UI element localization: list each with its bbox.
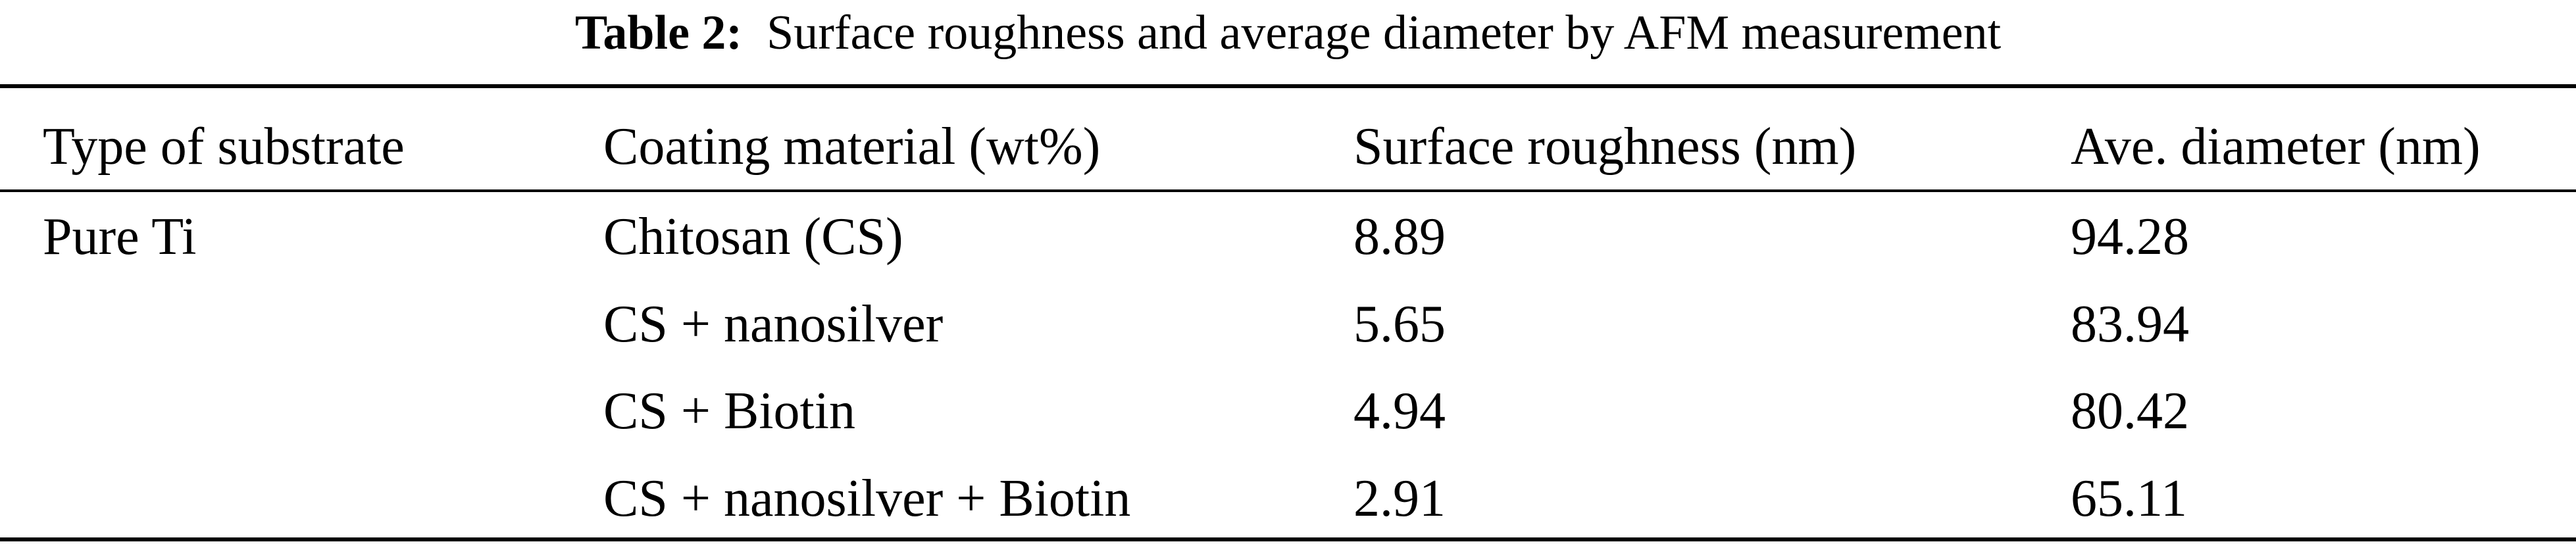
- cell-surface-roughness: 2.91: [1353, 470, 1446, 528]
- header-surface-roughness: Surface roughness (nm): [1353, 118, 1857, 176]
- table-header-rule: [0, 189, 2576, 192]
- cell-surface-roughness: 5.65: [1353, 295, 1446, 353]
- cell-coating-material: CS + nanosilver + Biotin: [603, 470, 1131, 528]
- cell-ave-diameter: 83.94: [2071, 295, 2189, 353]
- table-caption: Table 2: Surface roughness and average d…: [0, 0, 2576, 66]
- cell-ave-diameter: 80.42: [2071, 382, 2189, 440]
- cell-coating-material: CS + Biotin: [603, 382, 856, 440]
- cell-ave-diameter: 65.11: [2071, 470, 2188, 528]
- caption-text: Surface roughness and average diameter b…: [767, 6, 2002, 60]
- cell-ave-diameter: 94.28: [2071, 208, 2189, 266]
- header-coating-material: Coating material (wt%): [603, 118, 1101, 176]
- cell-surface-roughness: 4.94: [1353, 382, 1446, 440]
- header-ave-diameter: Ave. diameter (nm): [2071, 118, 2481, 176]
- header-type-of-substrate: Type of substrate: [43, 118, 405, 176]
- caption-label: Table 2:: [574, 6, 743, 60]
- cell-surface-roughness: 8.89: [1353, 208, 1446, 266]
- cell-coating-material: Chitosan (CS): [603, 208, 903, 266]
- table-top-rule: [0, 84, 2576, 88]
- cell-substrate: Pure Ti: [43, 208, 197, 266]
- table-bottom-rule: [0, 537, 2576, 541]
- cell-coating-material: CS + nanosilver: [603, 295, 944, 353]
